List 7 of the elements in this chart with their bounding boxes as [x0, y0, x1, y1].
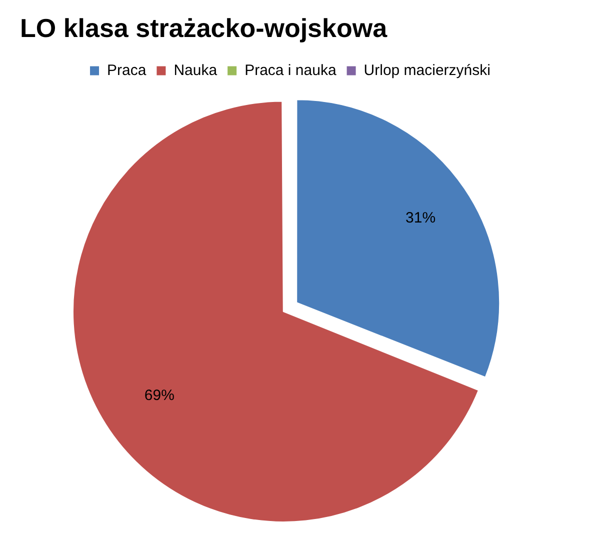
legend-label: Praca i nauka — [244, 62, 337, 79]
data-label: 31% — [406, 210, 436, 227]
legend-label: Urlop macierzyński — [364, 62, 490, 79]
chart-title: LO klasa strażacko-wojskowa — [20, 12, 388, 43]
data-label: 69% — [144, 386, 174, 404]
legend-label: Praca — [107, 62, 147, 79]
legend-label: Nauka — [174, 62, 218, 79]
